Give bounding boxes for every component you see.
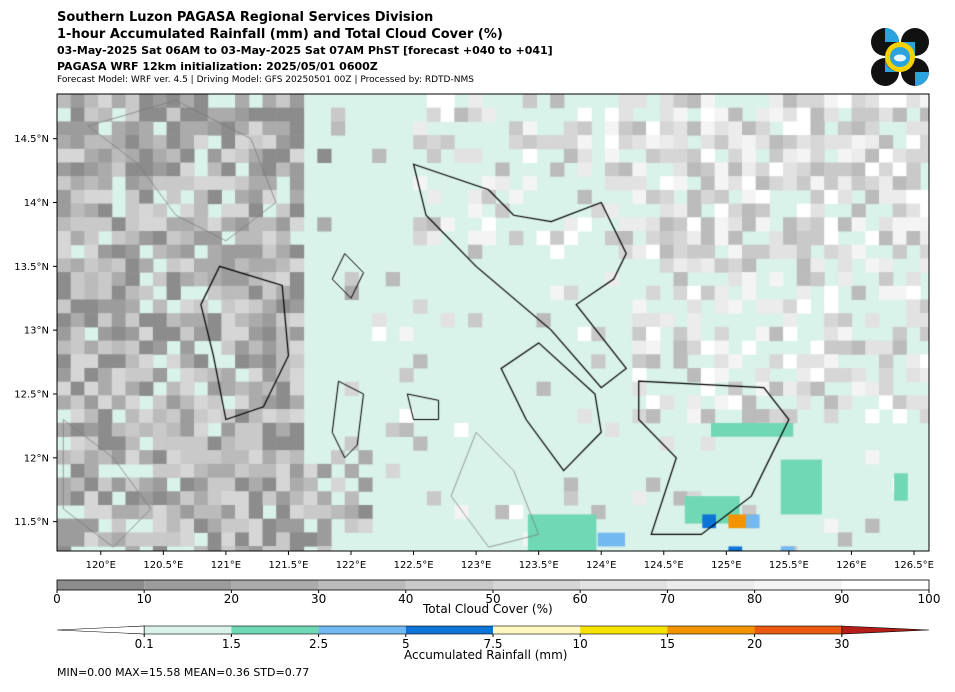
cloud-colorbar-tick: 70: [660, 592, 675, 606]
rain-colorbar-tick: 1.5: [222, 637, 241, 650]
lon-tick-label: 121°E: [211, 560, 241, 571]
cloud-colorbar-cell: [144, 580, 232, 590]
rain-colorbar-tick: 20: [747, 637, 762, 650]
rain-colorbar-min-arrow: [56, 625, 145, 635]
lat-tick-label: 13.5°N: [14, 262, 49, 273]
title-line-1: Southern Luzon PAGASA Regional Services …: [57, 10, 434, 25]
rain-colorbar-tick: 7.5: [483, 637, 502, 650]
rain-colorbar-tick: 0.1: [135, 637, 154, 650]
cloud-colorbar-tick: 10: [137, 592, 152, 606]
cloud-colorbar-tick: 20: [224, 592, 239, 606]
lon-tick-label: 123°E: [461, 560, 491, 571]
cloud-colorbar-cell: [231, 580, 319, 590]
rain-colorbar-cell: [405, 626, 493, 634]
cloud-colorbar: 0 10 20 30 40 50 60 70 80 90 100: [53, 579, 940, 606]
cloud-colorbar-cell: [580, 580, 668, 590]
lat-tick-label: 14.5°N: [14, 134, 49, 145]
cloud-colorbar-tick: 90: [834, 592, 849, 606]
cloud-colorbar-tick: 60: [573, 592, 588, 606]
lon-tick-label: 124°E: [586, 560, 616, 571]
rain-colorbar-label: Accumulated Rainfall (mm): [404, 648, 568, 662]
cloud-colorbar-cell: [841, 580, 929, 590]
cloud-colorbar-tick: 0: [53, 592, 61, 606]
pagasa-logo: [871, 28, 929, 86]
title-line-5: Forecast Model: WRF ver. 4.5 | Driving M…: [57, 75, 474, 85]
rain-colorbar-cell: [318, 626, 406, 634]
rain-colorbar-cell: [144, 626, 232, 634]
cloud-colorbar-cell: [754, 580, 842, 590]
rain-colorbar-tick: 30: [834, 637, 849, 650]
lon-tick-label: 122°E: [336, 560, 366, 571]
statistics-line: MIN=0.00 MAX=15.58 MEAN=0.36 STD=0.77: [57, 666, 310, 679]
rain-colorbar-cell: [231, 626, 319, 634]
cloud-colorbar-tick: 50: [485, 592, 500, 606]
latitude-ticks: 14.5°N 14°N 13.5°N 13°N 12.5°N 12°N 11.5°N: [14, 134, 57, 528]
cloud-colorbar-cell: [57, 580, 145, 590]
cloud-colorbar-tick: 40: [398, 592, 413, 606]
longitude-ticks: 120°E 120.5°E 121°E 121.5°E 122°E 122.5°E 123°…: [86, 551, 934, 571]
lon-tick-label: 122.5°E: [394, 560, 434, 571]
title-line-4: PAGASA WRF 12km initialization: 2025/05/…: [57, 60, 378, 73]
rain-colorbar-tick: 2.5: [309, 637, 328, 650]
rain-colorbar-tick: 5: [402, 637, 410, 650]
lon-tick-label: 120°E: [86, 560, 116, 571]
lon-tick-label: 123.5°E: [519, 560, 559, 571]
lon-tick-label: 125°E: [711, 560, 741, 571]
cloud-colorbar-tick: 80: [747, 592, 762, 606]
rain-colorbar-max-arrow: [841, 625, 930, 635]
title-line-3: 03-May-2025 Sat 06AM to 03-May-2025 Sat …: [57, 44, 553, 57]
rain-colorbar-cell: [754, 626, 842, 634]
rainfall-cloud-map: [57, 94, 929, 551]
rain-colorbar-cell: [667, 626, 755, 634]
cloud-colorbar-tick: 100: [918, 592, 940, 606]
rain-colorbar-cell: [493, 626, 581, 634]
cloud-colorbar-cell: [405, 580, 493, 590]
cloud-colorbar-tick: 30: [311, 592, 326, 606]
lon-tick-label: 126.5°E: [894, 560, 934, 571]
cloud-colorbar-label: Total Cloud Cover (%): [423, 602, 553, 616]
cloud-colorbar-cell: [493, 580, 581, 590]
cloud-colorbar-cell: [667, 580, 755, 590]
lon-tick-label: 125.5°E: [769, 560, 809, 571]
lat-tick-label: 14°N: [24, 198, 49, 209]
lon-tick-label: 121.5°E: [268, 560, 308, 571]
lat-tick-label: 13°N: [24, 326, 49, 337]
rain-colorbar-tick: 15: [660, 637, 675, 650]
map-canvas: [57, 94, 929, 551]
lat-tick-label: 12°N: [24, 453, 49, 464]
lon-tick-label: 120.5°E: [143, 560, 183, 571]
lat-tick-label: 12.5°N: [14, 389, 49, 400]
title-line-2: 1-hour Accumulated Rainfall (mm) and Tot…: [57, 27, 503, 42]
cloud-colorbar-cell: [318, 580, 406, 590]
lon-tick-label: 124.5°E: [644, 560, 684, 571]
lat-tick-label: 11.5°N: [14, 517, 49, 528]
rain-colorbar-tick: 10: [573, 637, 588, 650]
rain-colorbar-cell: [580, 626, 668, 634]
rain-colorbar: 0.1 1.5 2.5 5 7.5 10 15 20 30: [56, 625, 930, 650]
lon-tick-label: 126°E: [836, 560, 866, 571]
